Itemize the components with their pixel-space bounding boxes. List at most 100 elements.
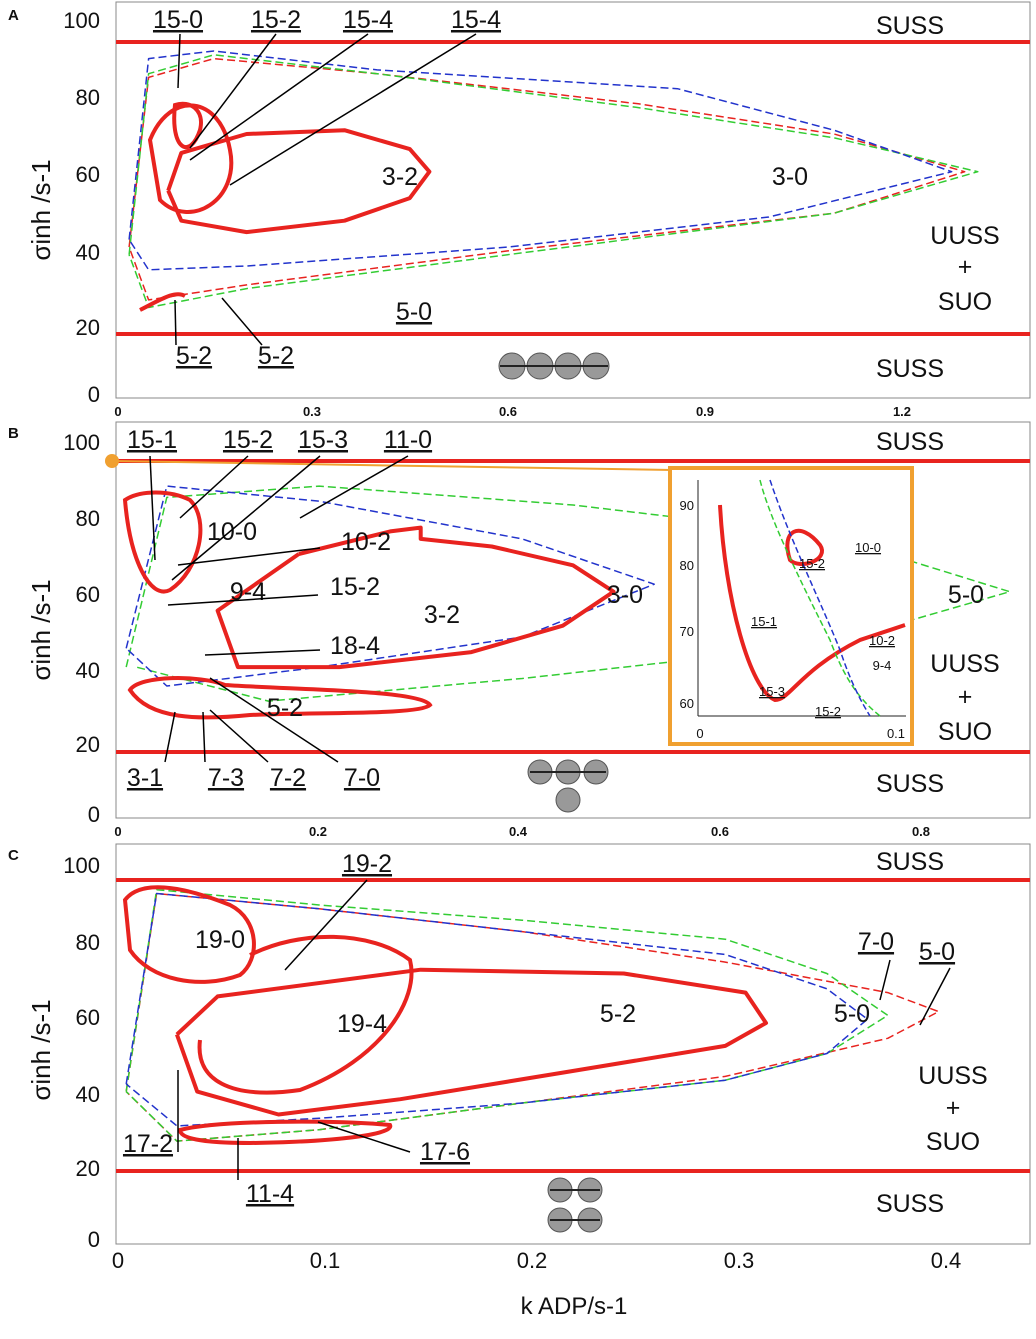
region-boundary-curve <box>139 292 187 312</box>
region-suo: SUO <box>938 718 992 746</box>
y-tick: 100 <box>63 430 100 455</box>
callout-arrow <box>189 33 277 149</box>
series-line-bound <box>215 525 616 670</box>
callout-label: 17-2 <box>123 1130 173 1158</box>
x-tick: 0.6 <box>499 404 517 419</box>
molecule-icon <box>498 352 610 380</box>
callout-label: 5-0 <box>396 298 432 326</box>
callout-label: 11-0 <box>384 426 432 454</box>
callout-arrow <box>177 33 181 89</box>
y-axis-label-b: σinh /s-1 <box>26 579 56 680</box>
panel-label-b: B <box>8 425 19 442</box>
x-tick: 1.2 <box>893 404 911 419</box>
region-boundary-curve <box>122 885 256 984</box>
callout-label: 15-1 <box>127 426 177 454</box>
panel-b: B σinh /s-1 0 20 40 60 80 100 0 0.2 0.4 … <box>8 421 1031 839</box>
x-tick: 0.4 <box>509 824 528 839</box>
callout-arrow <box>177 547 321 566</box>
y-tick: 0 <box>88 802 100 827</box>
inset-label: 15-2 <box>815 704 841 719</box>
region-3-2: 3-2 <box>382 163 418 191</box>
x-tick: 0.2 <box>517 1248 548 1273</box>
x-ticks-b: 0 0.2 0.4 0.6 0.8 <box>114 824 930 839</box>
series-group-c <box>125 888 940 1142</box>
series-line-blue <box>128 50 953 271</box>
region-uuss: UUSS <box>930 222 999 250</box>
y-tick: 20 <box>76 315 100 340</box>
callout-label: 15-4 <box>451 6 501 34</box>
y-tick: 80 <box>76 85 100 110</box>
region-suss-top: SUSS <box>876 848 944 876</box>
callout-arrow <box>317 1121 411 1153</box>
inset-boundary-curve <box>785 528 824 566</box>
series-group-b <box>125 485 1011 702</box>
callout-label: 15-2 <box>223 426 273 454</box>
region-plus: + <box>958 683 973 711</box>
y-tick: 60 <box>76 162 100 187</box>
series-line-green <box>128 54 979 309</box>
callout-arrow <box>209 677 339 763</box>
x-ticks-a: 0 0.3 0.6 0.9 1.2 <box>114 404 911 419</box>
callout-label: 18-4 <box>330 632 380 660</box>
callout-label: 5-2 <box>267 694 303 722</box>
panel-a: A σinh /s-1 0 20 40 60 80 100 0 0.3 0.6 … <box>8 1 1031 419</box>
y-ticks-b: 0 20 40 60 80 100 <box>63 430 100 827</box>
x-tick: 0 <box>114 824 121 839</box>
callout-arrow <box>149 455 156 561</box>
region-boundary-curve <box>127 676 433 720</box>
region-19-4: 19-4 <box>337 1010 387 1038</box>
inset-y-tick: 80 <box>680 558 694 573</box>
region-3-2: 3-2 <box>424 601 460 629</box>
region-suo: SUO <box>938 288 992 316</box>
y-tick: 60 <box>76 1005 100 1030</box>
inset-b: 0 0.1 60 70 80 90 10-0 15-2 15-1 10-2 9-… <box>668 466 914 746</box>
callout-arrow <box>299 455 409 519</box>
plot-frame-b <box>115 421 1031 819</box>
callout-label: 10-2 <box>341 528 391 556</box>
inset-label: 10-0 <box>855 540 881 555</box>
region-5-2: 5-2 <box>600 1000 636 1028</box>
region-labels-c: SUSS SUSS UUSS + SUO 19-0 19-4 5-2 5-0 <box>195 848 988 1218</box>
callout-arrow <box>879 959 891 1001</box>
x-tick: 0.3 <box>724 1248 755 1273</box>
region-uuss: UUSS <box>930 650 999 678</box>
x-tick: 0.9 <box>696 404 714 419</box>
callout-label: 15-0 <box>153 6 203 34</box>
region-5-0: 5-0 <box>948 581 984 609</box>
callout-label: 5-2 <box>258 342 294 370</box>
inset-y-tick: 70 <box>680 624 694 639</box>
callout-arrow <box>164 711 176 763</box>
panel-label-c: C <box>8 847 19 864</box>
region-suss-bottom: SUSS <box>876 1190 944 1218</box>
callout-label: 15-3 <box>298 426 348 454</box>
plot-frame-a <box>115 1 1031 399</box>
callout-label: 15-2 <box>251 6 301 34</box>
series-line-red <box>128 57 966 301</box>
region-plus: + <box>958 253 973 281</box>
series-line-blue <box>125 892 869 1127</box>
molecule-icon <box>547 1177 603 1233</box>
x-tick: 0 <box>114 404 121 419</box>
x-tick: 0.8 <box>912 824 930 839</box>
region-boundary-curve <box>172 101 203 150</box>
y-tick: 0 <box>88 382 100 407</box>
callout-arrow <box>179 455 249 519</box>
inset-label: 15-3 <box>759 684 785 699</box>
region-uuss: UUSS <box>918 1062 987 1090</box>
y-ticks-c: 0 20 40 60 80 100 <box>63 853 100 1252</box>
inset-label: 15-2 <box>799 556 825 571</box>
inset-curve <box>769 479 871 717</box>
molecule-icon <box>527 759 609 813</box>
series-line-bound <box>175 967 768 1117</box>
x-tick: 0.6 <box>711 824 729 839</box>
region-19-0: 19-0 <box>195 926 245 954</box>
callout-arrow <box>221 297 263 346</box>
x-axis-label: k ADP/s-1 <box>521 1293 628 1320</box>
region-boundary-curve <box>177 1119 393 1146</box>
plot-frame-c <box>115 843 1031 1245</box>
region-9-4: 9-4 <box>230 578 266 606</box>
x-ticks-c: 0 0.1 0.2 0.3 0.4 <box>112 1248 961 1273</box>
y-tick: 60 <box>76 582 100 607</box>
callout-arrow <box>229 33 477 186</box>
callout-label: 17-6 <box>420 1138 470 1166</box>
